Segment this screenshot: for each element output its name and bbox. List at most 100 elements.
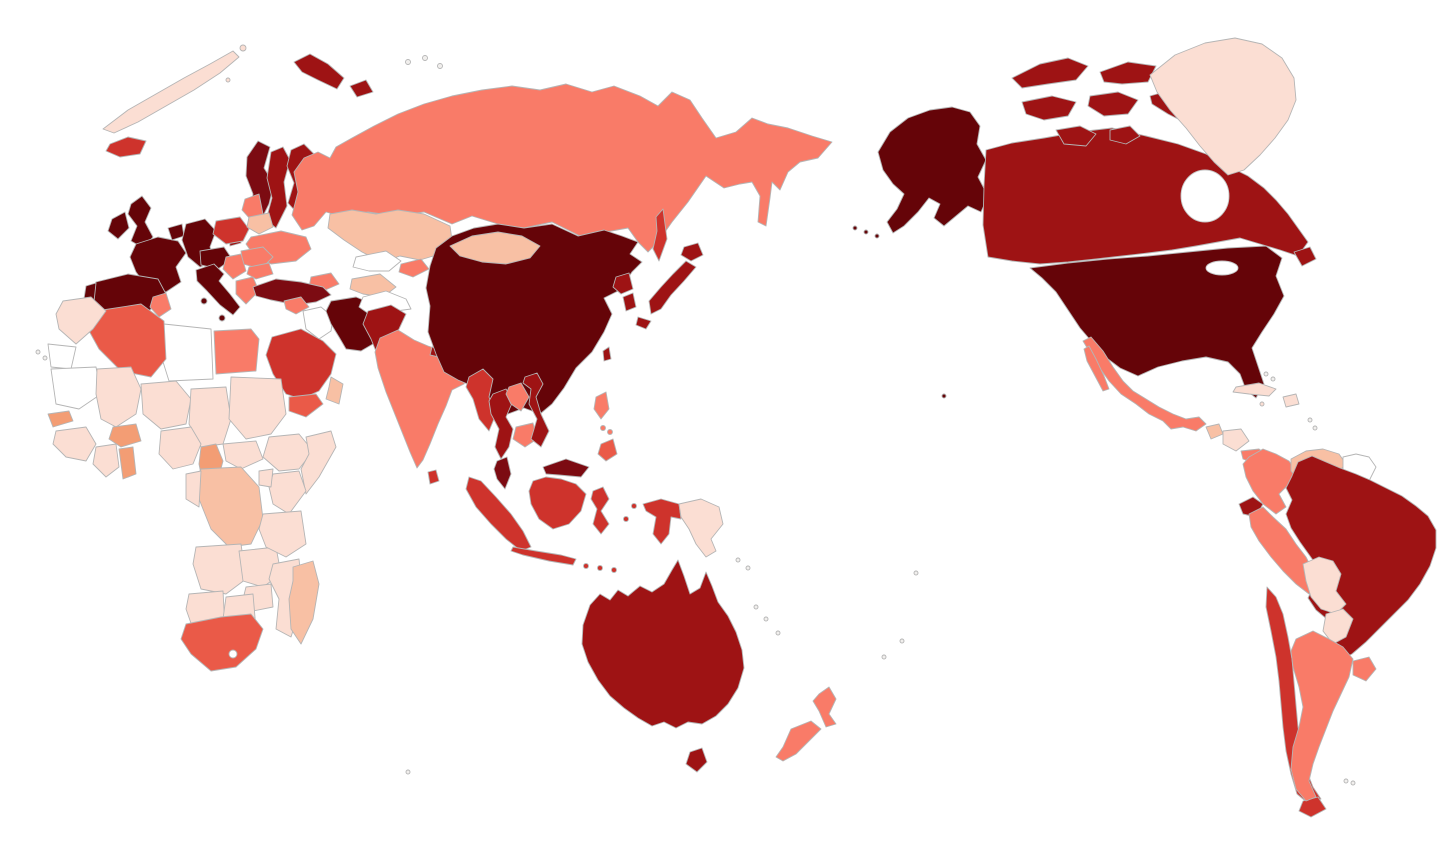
country-ghana	[118, 446, 137, 480]
country-yemen	[288, 393, 324, 418]
country-china	[425, 223, 643, 415]
country-australia	[581, 559, 745, 729]
island-dot	[1350, 780, 1356, 786]
country-usa	[1029, 245, 1285, 399]
country-western-sahara	[47, 343, 77, 370]
country-guinea	[52, 426, 97, 462]
country-algeria	[87, 303, 167, 378]
island-tasmania	[685, 747, 708, 773]
country-japan-kyushu	[635, 316, 652, 330]
country-iceland	[105, 136, 147, 158]
country-mali	[95, 366, 142, 428]
island-dot	[218, 314, 226, 322]
country-kyrgyzstan	[398, 258, 430, 278]
country-iraq	[302, 306, 334, 340]
island-dot	[225, 77, 231, 83]
country-niger	[140, 380, 192, 430]
country-japan-honshu	[648, 260, 697, 315]
country-guatemala	[1205, 423, 1224, 440]
country-bolivia	[1302, 556, 1347, 615]
island-dot	[1259, 401, 1265, 407]
island-dot	[405, 769, 411, 775]
country-nigeria	[158, 426, 202, 470]
island-dot	[200, 297, 208, 305]
country-saudi-arabia	[265, 328, 337, 400]
country-syria	[283, 296, 310, 315]
island-dot	[874, 233, 880, 239]
island-dot	[1343, 778, 1349, 784]
island-dot	[753, 604, 759, 610]
country-uruguay	[1352, 656, 1377, 682]
country-libya	[158, 323, 214, 382]
island-dot	[1263, 371, 1269, 377]
country-svalbard	[102, 50, 240, 134]
island-arctic	[1099, 61, 1157, 85]
island-dot	[422, 55, 428, 61]
island-dot	[775, 630, 781, 636]
country-sudan	[228, 376, 287, 440]
island-dot	[913, 570, 919, 576]
island-dot	[1307, 417, 1313, 423]
island-arctic	[1109, 125, 1141, 145]
island-dot	[35, 349, 41, 355]
country-north-korea	[612, 272, 634, 295]
country-kenya	[268, 470, 307, 515]
island-dot	[611, 567, 617, 573]
island-luzon	[593, 391, 610, 420]
country-canada	[982, 127, 1309, 265]
island-arctic	[1055, 125, 1097, 147]
country-italy	[195, 263, 241, 316]
island-dot	[600, 425, 606, 431]
country-mauritania	[50, 366, 102, 410]
country-greenland	[1149, 37, 1297, 176]
island-arctic	[1087, 91, 1139, 117]
country-congo-gabon	[185, 470, 202, 508]
country-vietnam	[522, 372, 550, 448]
country-honduras-nicaragua	[1222, 428, 1250, 452]
island-tierra-del-fuego	[1298, 796, 1327, 818]
island-dot	[763, 616, 769, 622]
island-dot	[239, 44, 247, 52]
island-dot	[1312, 425, 1318, 431]
country-ethiopia	[262, 433, 314, 472]
island-dot	[745, 565, 751, 571]
country-japan-hokkaido	[680, 242, 704, 262]
island-hawaii	[941, 393, 947, 399]
country-uzbekistan	[352, 250, 402, 272]
country-paraguay	[1322, 608, 1354, 645]
country-alaska	[877, 106, 989, 234]
country-burkina-faso	[108, 423, 142, 448]
country-balkans	[222, 253, 247, 280]
country-new-zealand-south	[775, 720, 822, 762]
island-papua	[642, 498, 682, 545]
island-dot	[863, 229, 869, 235]
country-morocco	[55, 296, 107, 345]
country-tanzania	[258, 510, 307, 558]
country-novaya-zemlya	[349, 79, 374, 98]
country-laos	[505, 382, 530, 412]
country-sri-lanka	[427, 469, 440, 485]
country-central-african-republic	[222, 440, 264, 470]
island-arctic	[1021, 95, 1077, 121]
island-dot	[881, 654, 887, 660]
island-dot	[1270, 376, 1276, 382]
island-arctic	[1011, 57, 1089, 89]
country-angola	[192, 543, 247, 595]
country-senegal	[47, 410, 74, 428]
island-java	[510, 546, 577, 566]
island-dot	[631, 503, 637, 509]
country-cote-divoire	[92, 443, 120, 478]
country-dr-congo	[195, 466, 264, 548]
island-dot	[597, 565, 603, 571]
hudson-bay	[1180, 169, 1230, 223]
island-kalimantan	[528, 476, 587, 530]
country-oman	[325, 376, 344, 405]
island-dot	[42, 355, 48, 361]
country-papua-new-guinea	[678, 498, 724, 558]
country-benelux	[167, 223, 185, 241]
country-novaya-zemlya	[293, 53, 345, 90]
country-bulgaria	[246, 262, 274, 280]
country-egypt	[213, 328, 260, 375]
